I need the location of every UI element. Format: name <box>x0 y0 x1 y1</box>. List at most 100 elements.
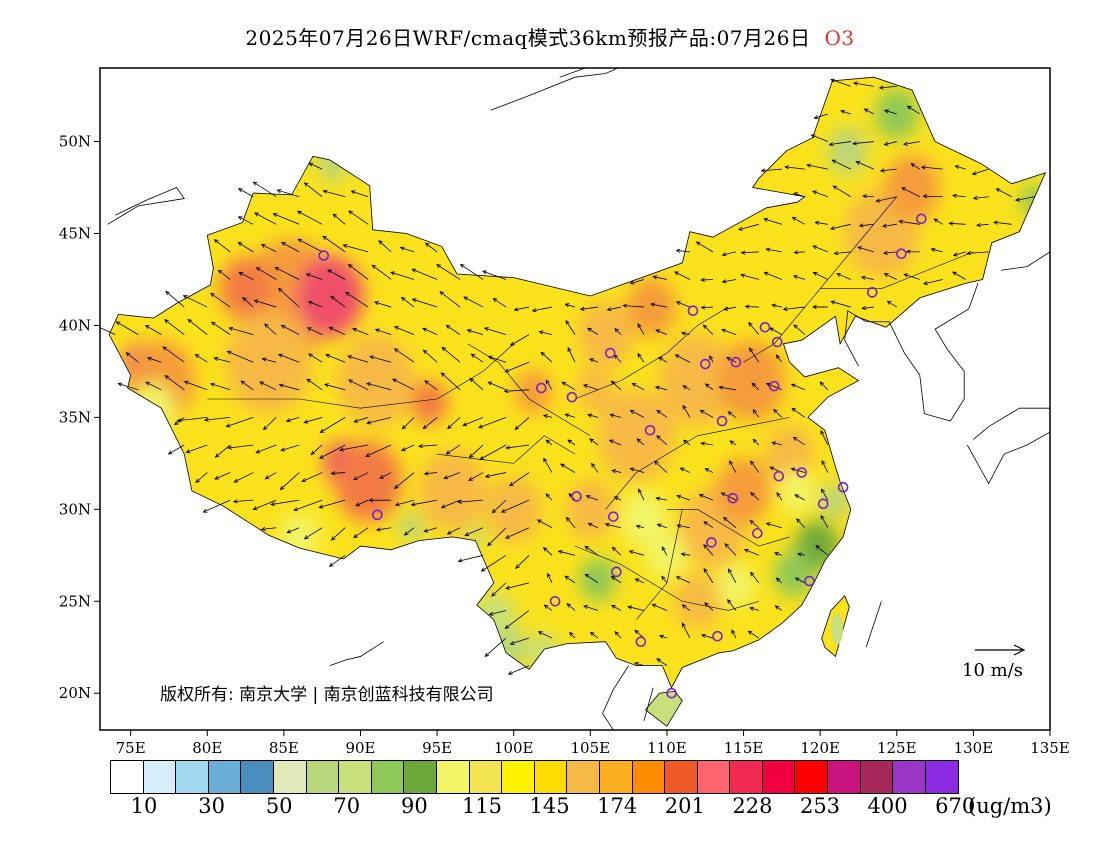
wind-arrow-head <box>637 352 642 358</box>
wind-arrow-head <box>463 296 469 301</box>
wind-arrow-shaft <box>589 358 599 363</box>
wind-arrow <box>146 356 162 363</box>
wind-arrow-head <box>424 242 430 247</box>
wind-arrow-head <box>793 192 798 197</box>
wind-arrow <box>488 610 507 616</box>
wind-arrow-head <box>439 291 445 296</box>
wind-arrow <box>176 416 208 423</box>
coastline <box>107 187 185 225</box>
wind-arrow <box>765 247 782 253</box>
wind-arrow-shaft <box>489 610 507 616</box>
wind-arrow-shaft <box>634 662 645 667</box>
wind-arrow <box>857 246 874 253</box>
wind-arrow-head <box>731 629 736 635</box>
wind-arrow-shaft <box>460 264 484 280</box>
wind-arrow-shaft <box>265 472 277 480</box>
coastline <box>452 729 453 730</box>
wind-vectors <box>100 78 1035 675</box>
wind-arrow <box>718 385 736 391</box>
wind-arrow-head <box>330 471 336 476</box>
wind-arrow-shaft <box>400 247 415 253</box>
wind-arrow-shaft <box>636 525 645 529</box>
wind-arrow <box>784 165 805 170</box>
wind-arrow-head <box>557 549 563 555</box>
wind-arrow-shaft <box>830 301 851 308</box>
wind-arrow-head <box>812 304 817 310</box>
wind-arrow-head <box>591 462 596 468</box>
taiwan-vegetation <box>831 612 844 645</box>
wind-arrow-shaft <box>378 240 392 253</box>
wind-arrow-head <box>614 631 620 636</box>
wind-arrow <box>972 195 989 201</box>
ozone-blotch <box>627 277 677 337</box>
wind-arrow-head <box>610 604 616 609</box>
wind-arrow-head <box>209 382 215 387</box>
colorbar-swatch <box>339 761 372 793</box>
wind-arrow-head <box>125 352 131 357</box>
wind-arrow-shaft <box>821 488 829 501</box>
wind-arrow-shaft <box>721 329 737 336</box>
wind-arrow-shaft <box>319 499 346 508</box>
wind-arrow-shaft <box>587 327 599 335</box>
colorbar-label: 174 <box>597 794 638 818</box>
wind-arrow-shaft <box>331 527 346 541</box>
wind-arrow-shaft <box>446 444 461 455</box>
wind-arrow <box>886 300 897 308</box>
wind-arrow-head <box>237 242 243 247</box>
x-tick-label: 100E <box>494 739 534 757</box>
wind-arrow-shaft <box>353 472 369 481</box>
y-tick-label: 25N <box>59 592 91 610</box>
wind-arrow-head <box>723 306 728 311</box>
wind-arrow <box>280 324 300 335</box>
wind-arrow-head <box>484 473 490 479</box>
wind-arrow <box>240 380 254 391</box>
wind-arrow-head <box>279 485 285 491</box>
wind-arrow <box>330 471 346 476</box>
wind-arrow-shaft <box>794 494 806 501</box>
wind-arrow <box>882 223 897 228</box>
ozone-blotch <box>418 450 487 532</box>
wind-arrow-shaft <box>700 409 714 418</box>
wind-arrow-shaft <box>923 279 943 285</box>
wind-arrow <box>255 267 277 280</box>
wind-arrow <box>954 165 966 170</box>
wind-arrow-head <box>146 356 152 361</box>
wind-arrow-head <box>253 299 259 304</box>
wind-arrow-shaft <box>306 378 323 391</box>
wind-arrow-head <box>479 455 485 460</box>
wind-arrow-shaft <box>371 264 392 280</box>
wind-arrow <box>469 377 484 391</box>
wind-arrow-shaft <box>348 355 369 363</box>
coastline <box>1000 251 1050 271</box>
wind-arrow-head <box>319 428 325 433</box>
wind-arrow-shaft <box>658 356 668 363</box>
wind-arrow-shaft <box>656 497 668 501</box>
wind-arrow-shaft <box>565 413 576 418</box>
wind-arrow-shaft <box>259 381 277 391</box>
wind-arrow-head <box>366 420 372 425</box>
wind-arrow-shaft <box>537 519 553 529</box>
wind-arrow <box>484 637 507 658</box>
wind-arrow <box>492 298 507 308</box>
colorbar <box>110 760 960 794</box>
wind-arrow-head <box>203 417 209 422</box>
wind-arrow <box>194 354 208 363</box>
colorbar-swatch <box>306 761 340 793</box>
wind-arrow <box>225 417 254 428</box>
wind-arrow-head <box>561 381 567 386</box>
ozone-blotch <box>674 573 721 629</box>
wind-arrow-shaft <box>100 327 116 336</box>
wind-arrow <box>680 331 691 336</box>
wind-arrow-head <box>661 546 666 551</box>
province-boundary <box>820 251 974 289</box>
wind-arrow-head <box>217 269 223 275</box>
wind-arrow-shaft <box>589 438 599 446</box>
wind-arrow-shaft <box>404 527 415 536</box>
colorbar-swatch <box>176 761 209 793</box>
y-tick-label: 50N <box>59 133 91 151</box>
wind-arrow-head <box>285 418 291 423</box>
wind-arrow-head <box>993 220 998 225</box>
wind-arrow-shaft <box>214 472 231 480</box>
wind-arrow-head <box>833 251 839 256</box>
wind-arrow <box>763 217 782 225</box>
